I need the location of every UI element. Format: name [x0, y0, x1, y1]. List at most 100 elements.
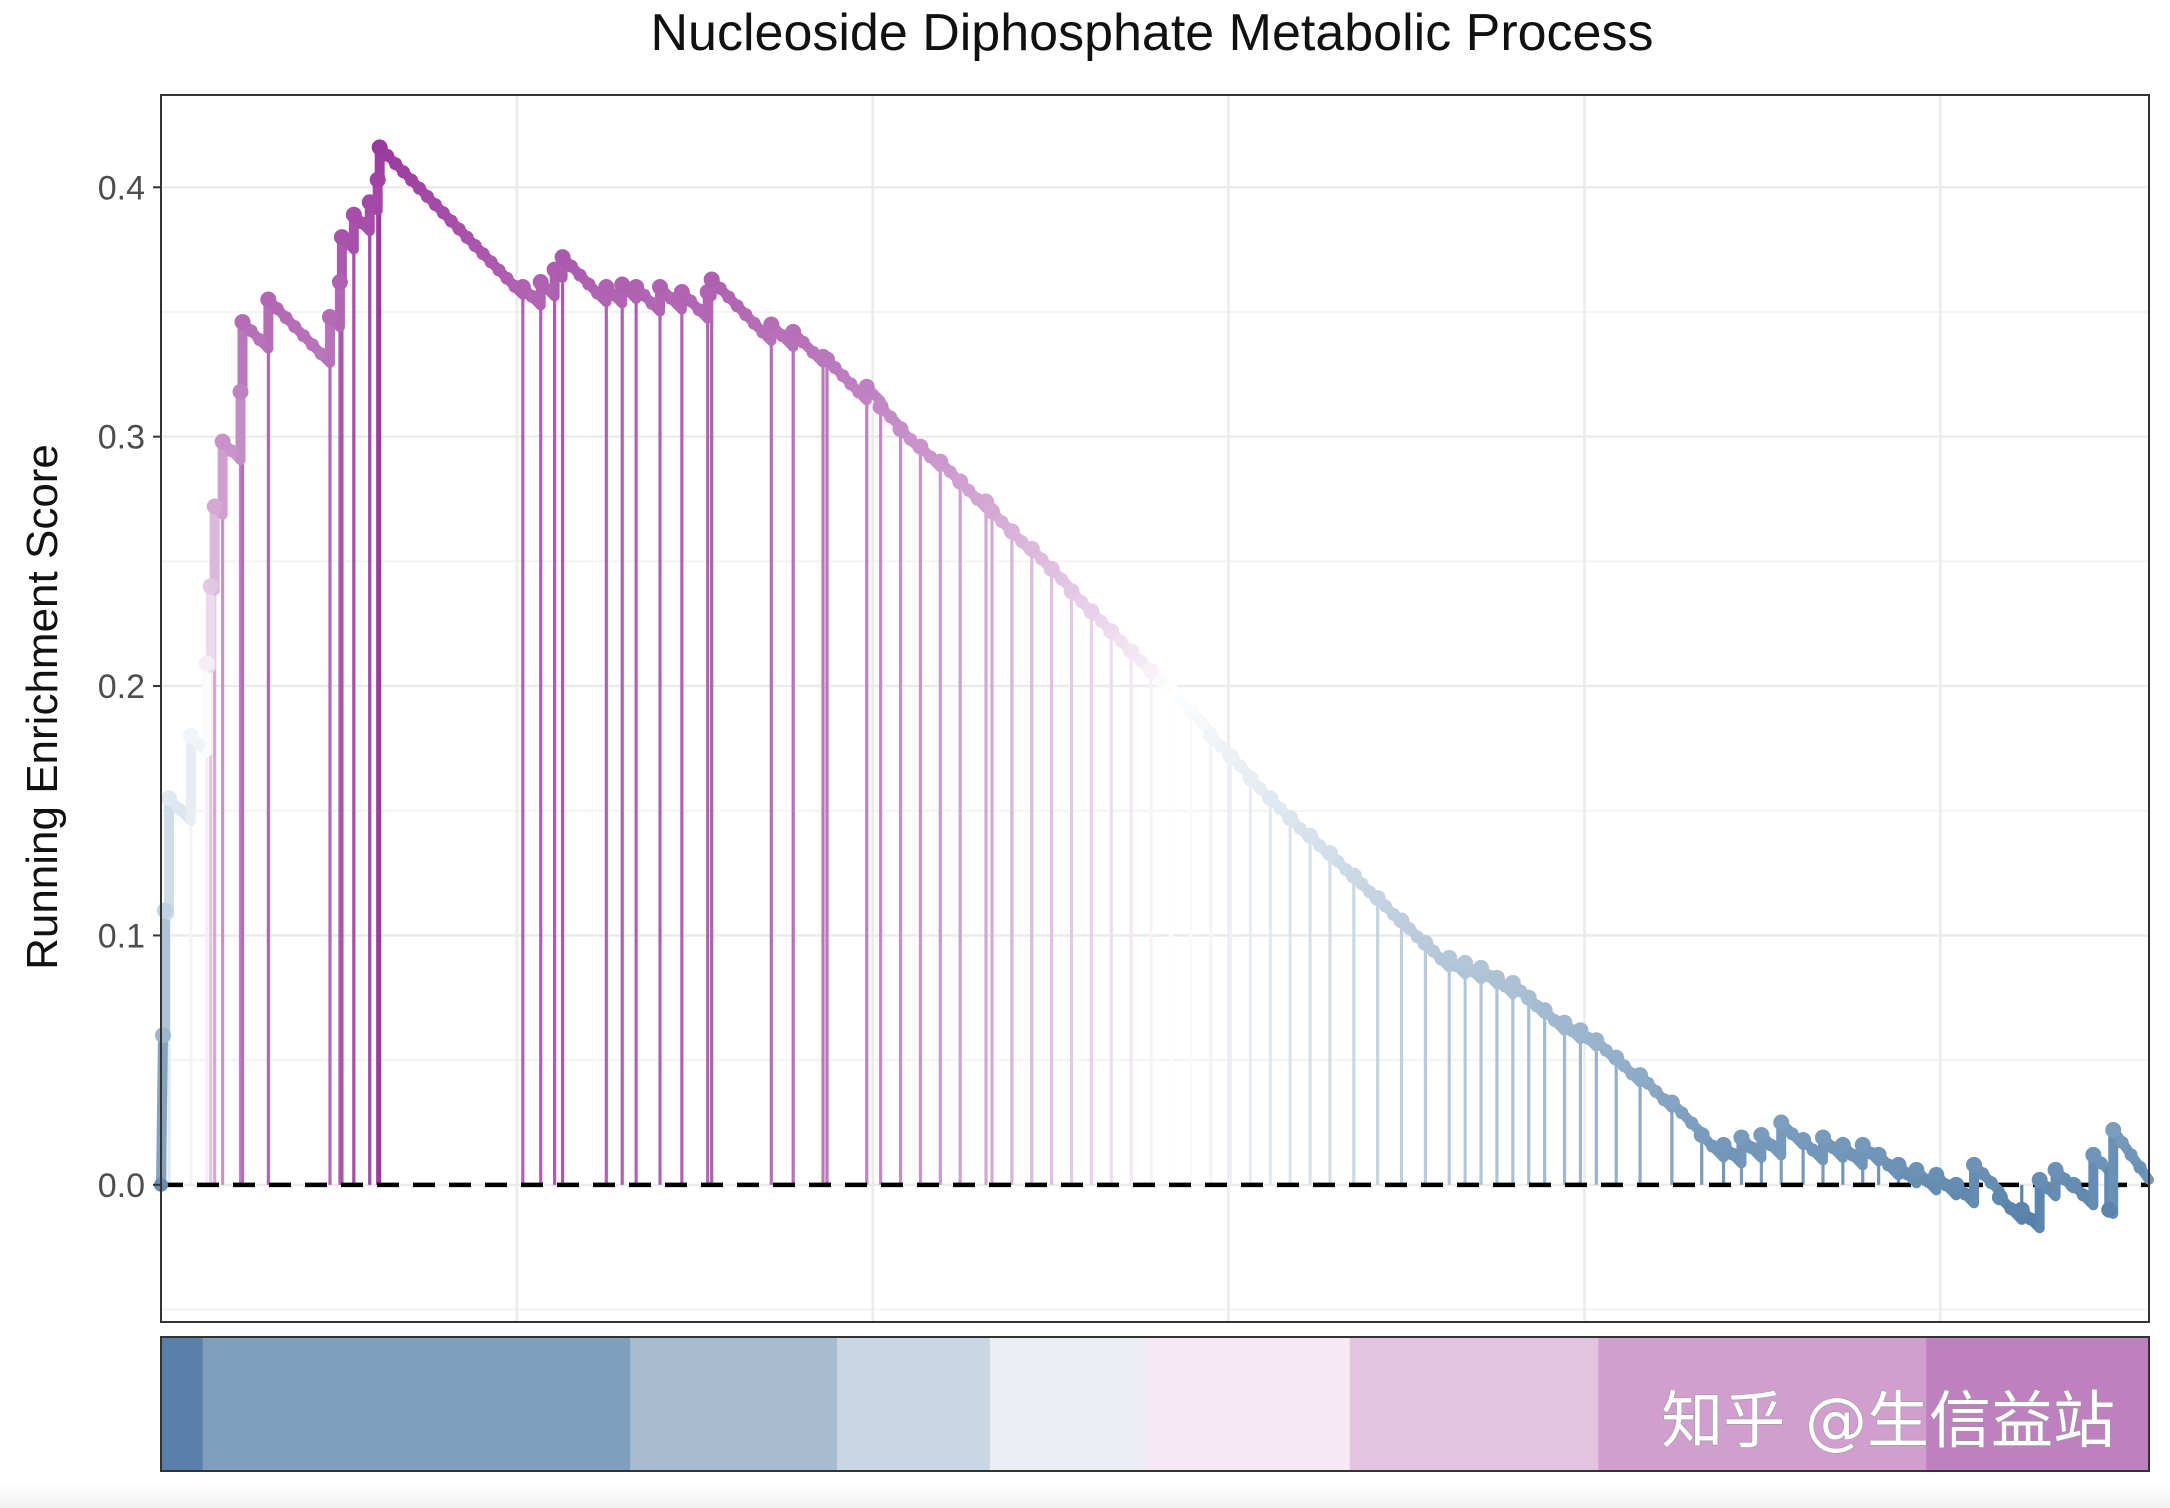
- hit-point: [1854, 1136, 1871, 1153]
- colorbar-segment: [161, 1337, 204, 1471]
- y-axis-label: Running Enrichment Score: [18, 444, 67, 970]
- hit-point: [1321, 845, 1338, 862]
- hit-point: [1504, 974, 1521, 991]
- hit-point: [160, 790, 177, 807]
- hit-point: [1369, 890, 1386, 907]
- grid: [161, 95, 2149, 1322]
- curve-point: [1764, 1138, 1778, 1152]
- hit-point: [763, 316, 780, 333]
- hit-point: [614, 276, 631, 293]
- hit-point: [1143, 663, 1160, 680]
- hit-point: [673, 284, 690, 301]
- curve-point: [288, 320, 302, 334]
- hit-point: [234, 313, 251, 330]
- hit-point: [1023, 540, 1040, 557]
- hit-point: [1834, 1136, 1851, 1153]
- curve-point: [943, 465, 957, 479]
- hit-point: [156, 902, 173, 919]
- curve-point: [1253, 782, 1267, 796]
- hit-point: [206, 498, 223, 515]
- curve-point: [225, 444, 239, 458]
- hit-point: [331, 274, 348, 291]
- hit-point: [1202, 727, 1219, 744]
- curve-point: [484, 255, 498, 269]
- curve-point: [404, 173, 418, 187]
- hit-point: [983, 503, 1000, 520]
- curve-point: [1685, 1116, 1699, 1130]
- curve-point: [428, 198, 442, 212]
- hit-point: [202, 578, 219, 595]
- hit-point: [1393, 912, 1410, 929]
- curve-point: [2024, 1212, 2038, 1226]
- hit-point: [1991, 1189, 2008, 1206]
- watermark: 知乎 @生信益站: [1661, 1384, 2115, 1457]
- hit-point: [1103, 623, 1120, 640]
- curve-point: [1074, 595, 1088, 609]
- hit-point: [2085, 1146, 2102, 1163]
- curve-point: [692, 303, 706, 317]
- curve-point: [573, 268, 587, 282]
- curve-point: [279, 311, 293, 325]
- hit-point: [371, 139, 388, 156]
- colorbar-segment: [989, 1337, 1146, 1471]
- hit-point: [628, 279, 645, 296]
- curve-point: [747, 316, 761, 330]
- curve-point: [452, 222, 466, 236]
- hit-point: [1222, 747, 1239, 764]
- curve-point: [1114, 634, 1128, 648]
- hit-point: [872, 398, 889, 415]
- curve-point: [468, 239, 482, 253]
- curve-point: [1273, 802, 1287, 816]
- hit-point: [1441, 949, 1458, 966]
- curve-point: [253, 333, 267, 347]
- hit-point: [154, 1027, 171, 1044]
- hit-point: [2013, 1201, 2030, 1218]
- colorbar-segment: [202, 1337, 631, 1471]
- hit-point: [1457, 954, 1474, 971]
- curve-point: [730, 299, 744, 313]
- hit-point: [1556, 1014, 1573, 1031]
- bottom-shade: [0, 1484, 2170, 1508]
- hit-point: [2105, 1121, 2122, 1138]
- curve-point: [1785, 1127, 1799, 1141]
- curve-point: [1846, 1148, 1860, 1162]
- hit-point: [1632, 1067, 1649, 1084]
- hit-point: [1572, 1022, 1589, 1039]
- y-tick-label: 0.2: [98, 668, 145, 706]
- hit-point: [1242, 770, 1259, 787]
- curve-point: [645, 296, 659, 310]
- curve-point: [2133, 1160, 2147, 1174]
- hit-point: [1948, 1176, 1965, 1193]
- curve-point: [1744, 1141, 1758, 1155]
- hit-point: [198, 655, 215, 672]
- curve-point: [1984, 1176, 1998, 1190]
- curve-point: [1649, 1084, 1663, 1098]
- hit-point: [1966, 1156, 1983, 1173]
- hit-point: [1908, 1161, 1925, 1178]
- curve-point: [739, 308, 753, 322]
- curve-point: [420, 189, 434, 203]
- colorbar-segment: [1598, 1337, 1927, 1471]
- curve-point: [436, 206, 450, 220]
- hit-point: [912, 438, 929, 455]
- curve-point: [270, 302, 284, 316]
- hit-point: [260, 291, 277, 308]
- curve-point: [1035, 552, 1049, 566]
- curve-point: [1055, 572, 1069, 586]
- hit-point: [952, 473, 969, 490]
- hit-point: [1608, 1049, 1625, 1066]
- hit-point: [892, 421, 909, 438]
- hit-point: [214, 433, 231, 450]
- hit-point: [1345, 867, 1362, 884]
- curve-point: [397, 165, 411, 179]
- plot-panel-border: [160, 94, 2150, 1323]
- curve-point: [305, 338, 319, 352]
- hit-point: [2101, 1201, 2118, 1218]
- curve-point: [1134, 654, 1148, 668]
- curve-point: [389, 157, 403, 171]
- hit-point: [546, 261, 563, 278]
- hit-point: [932, 453, 949, 470]
- hit-point: [1733, 1129, 1750, 1146]
- hit-point: [532, 274, 549, 291]
